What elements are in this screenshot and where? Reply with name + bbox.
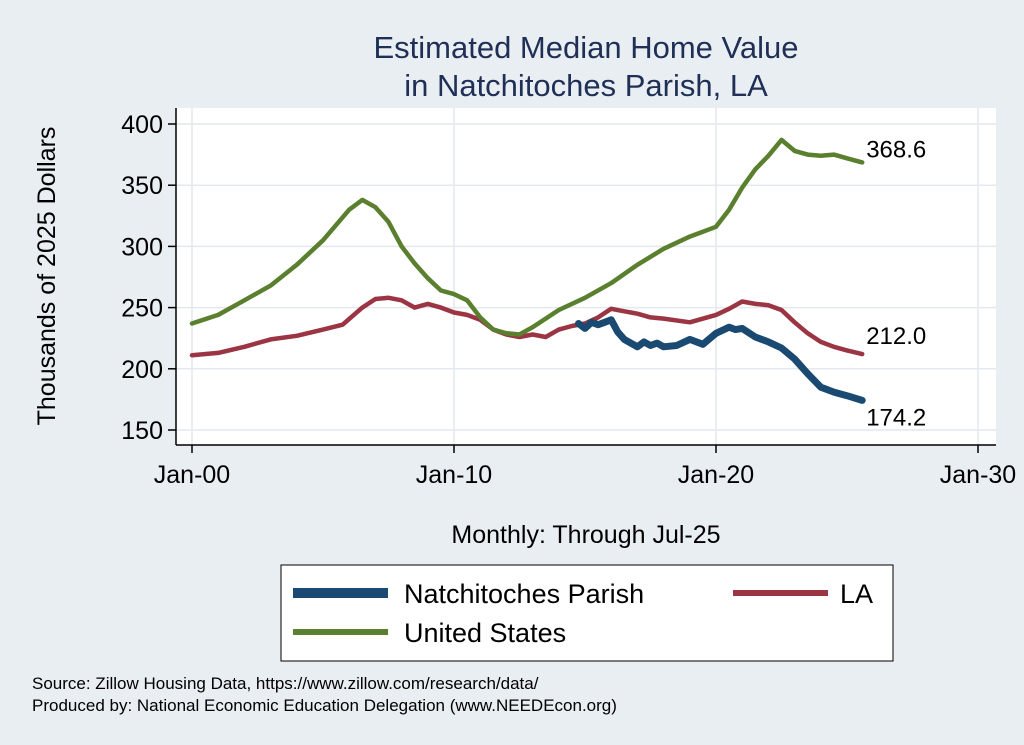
x-axis-title: Monthly: Through Jul-25 — [451, 521, 720, 549]
y-axis-title: Thousands of 2025 Dollars — [33, 127, 61, 426]
x-tick-label-jan-10: Jan-10 — [416, 461, 492, 489]
produced-by-note: Produced by: National Economic Education… — [32, 696, 617, 715]
y-tick-label-350: 350 — [121, 172, 163, 200]
end-label-united-states: 368.6 — [866, 136, 926, 163]
y-tick-label-250: 250 — [121, 295, 163, 323]
x-tick-label-jan-20: Jan-20 — [678, 461, 754, 489]
end-label-natchitoches-parish: 174.2 — [866, 404, 926, 431]
y-tick-label-300: 300 — [121, 233, 163, 261]
plot-area — [176, 108, 996, 445]
series-lines — [189, 137, 866, 404]
legend-label-la: LA — [840, 579, 873, 609]
legend-label-natchitoches-parish: Natchitoches Parish — [404, 579, 644, 609]
legend-box — [280, 564, 894, 662]
end-labels: 212.0 368.6 174.2 — [866, 136, 926, 431]
legend-label-united-states: United States — [404, 618, 566, 648]
end-label-la: 212.0 — [866, 323, 926, 350]
x-tick-label-jan-00: Jan-00 — [154, 461, 230, 489]
x-tick-label-jan-30: Jan-30 — [940, 461, 1016, 489]
series-line-united-states — [189, 137, 865, 337]
y-tick-label-200: 200 — [121, 356, 163, 384]
chart-title: Estimated Median Home Value — [373, 30, 798, 65]
gridlines — [176, 108, 996, 445]
legend: Natchitoches Parish LA United States — [293, 579, 873, 648]
source-note: Source: Zillow Housing Data, https://www… — [32, 674, 539, 693]
axes: 150 200 250 300 350 400 Jan-00 Jan-10 Jan-20 Jan-… — [121, 108, 1016, 489]
chart-subtitle: in Natchitoches Parish, LA — [404, 68, 768, 103]
series-line-la — [189, 295, 865, 358]
series-line-natchitoches-parish — [575, 316, 866, 404]
y-tick-label-150: 150 — [121, 417, 163, 445]
y-tick-label-400: 400 — [121, 111, 163, 139]
